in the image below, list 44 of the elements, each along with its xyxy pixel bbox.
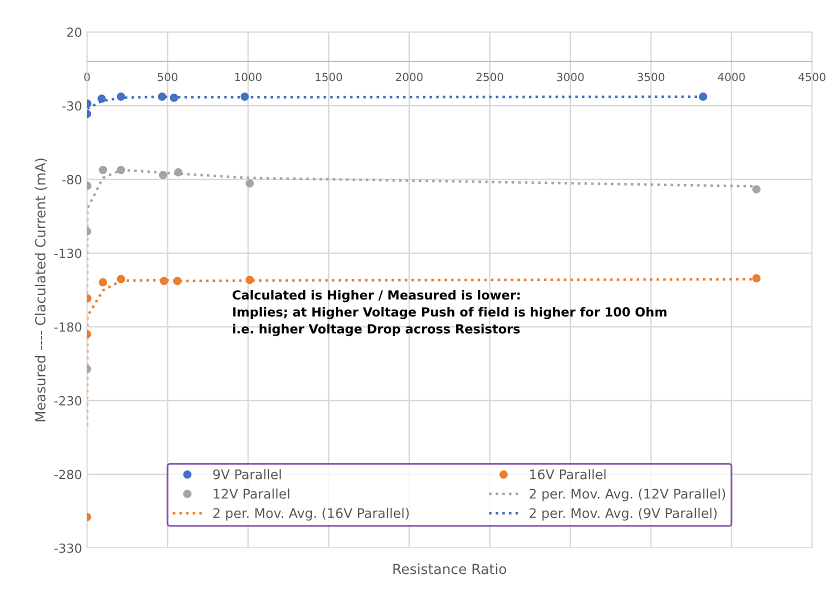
point [698, 92, 708, 101]
legend-label: 12V Parallel [214, 488, 290, 499]
point [116, 274, 126, 284]
x-tick-label: 4000 [718, 72, 745, 82]
point [752, 274, 761, 283]
x-tick-label: 1500 [316, 72, 342, 82]
point [170, 94, 178, 102]
point [174, 168, 183, 177]
point [98, 166, 108, 174]
x-tick-label: 3000 [557, 72, 584, 82]
y-tick-label: -230 [54, 396, 82, 406]
point [160, 276, 168, 286]
point [97, 94, 106, 103]
point [246, 276, 254, 284]
y-tick-label: -30 [62, 101, 82, 111]
x-axis-title: Resistance Ratio [393, 563, 506, 574]
x-tick-label: 2500 [476, 72, 504, 82]
y-tick-label: -180 [54, 322, 82, 332]
x-tick-label: 500 [158, 72, 178, 82]
y-tick-label: -330 [54, 543, 82, 553]
point [173, 276, 182, 286]
point [752, 185, 761, 194]
x-tick-label: 1000 [235, 72, 262, 82]
legend-label: 16V Parallel [530, 469, 606, 480]
legend-label: 2 per. Mov. Avg. (16V Parallel) [213, 508, 409, 521]
x-tick-label: 4500 [798, 72, 826, 82]
point [246, 179, 254, 188]
legend-label: 9V Parallel [213, 469, 281, 480]
point [240, 92, 249, 101]
y-tick-label: 20 [67, 27, 82, 37]
legend-label: 2 per. Mov. Avg. (12V Parallel) [530, 488, 726, 502]
point [158, 92, 166, 101]
annotation: Calculated is Higher / Measured is lower: Implies; at Higher Voltage Push of field is higher for 100 Ohm i.e. higher Voltage Drop across Resistors [232, 290, 666, 336]
x-tick-label: 3500 [638, 72, 664, 82]
y-tick-label: -80 [62, 174, 82, 184]
y-tick-label: -130 [54, 248, 82, 258]
y-tick-label: -280 [54, 470, 82, 480]
point [116, 166, 126, 174]
point [116, 92, 126, 101]
point [98, 278, 108, 286]
legend-label: 2 per. Mov. Avg. (9V Parallel) [530, 508, 717, 521]
x-tick-label: 2000 [396, 72, 423, 82]
y-axis-title: Measured ---- Claculated Current (mA) [34, 158, 48, 422]
point [158, 170, 168, 180]
